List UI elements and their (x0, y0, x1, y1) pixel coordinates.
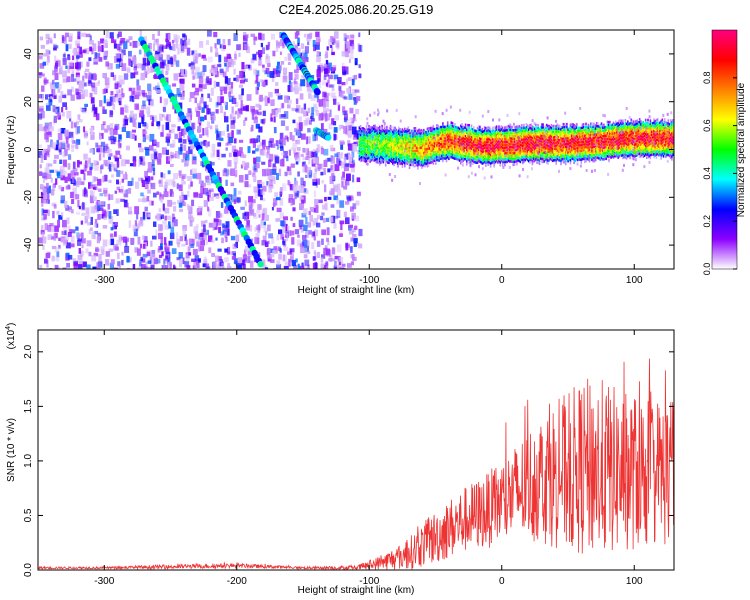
spectrogram-ytick-label: -40 (23, 237, 34, 252)
spectrogram-noise (38, 30, 363, 269)
colorbar-gradient (711, 29, 738, 270)
spectrogram-trace-1 (138, 36, 264, 268)
spectrogram-ytick-label: 40 (23, 48, 34, 60)
colorbar-tick-label: 0.8 (702, 72, 712, 85)
spectrogram-trace-2 (279, 31, 321, 96)
spectrogram-ytick-label: 20 (23, 96, 34, 108)
snr-xtick-label: -200 (227, 576, 247, 587)
spectrogram-ytick-label: -20 (23, 190, 34, 205)
spectrogram-xtick-label: 100 (626, 275, 643, 286)
snr-ytick-label: 0.0 (23, 563, 34, 577)
spectrogram-xtick-label: -100 (359, 275, 379, 286)
colorbar: 0.0 0.2 0.4 0.6 0.8 Normalized spectral ampl… (702, 29, 747, 276)
colorbar-tick-label: 0.4 (702, 167, 712, 180)
colorbar-tick-label: 0.0 (702, 263, 712, 276)
colorbar-tick-label: 0.6 (702, 119, 712, 132)
spectrogram-ylabel: Frequency (Hz) (6, 116, 17, 185)
colorbar-ticks: 0.0 0.2 0.4 0.6 0.8 (702, 72, 737, 276)
colorbar-tick-label: 0.2 (702, 215, 712, 228)
snr-panel: -300 -200 -100 0 100 0.0 0.5 1.0 1.5 2.0 Height o… (5, 323, 675, 596)
snr-xtick-label: 0 (499, 576, 505, 587)
spectrogram-trace-3 (313, 127, 332, 141)
snr-scale-label: (x104) (5, 323, 17, 350)
snr-xlabel: Height of straight line (km) (298, 585, 415, 596)
snr-ytick-label: 0.5 (23, 508, 34, 522)
colorbar-label: Normalized spectral amplitude (736, 82, 747, 217)
spectrogram-xtick-label: -200 (227, 275, 247, 286)
spectrogram-xtick-label: 0 (499, 275, 505, 286)
snr-xtick-label: -100 (359, 576, 379, 587)
snr-ytick-label: 2.0 (23, 344, 34, 358)
snr-ticks: -300 -200 -100 0 100 0.0 0.5 1.0 1.5 2.0 (23, 330, 674, 587)
spectrogram-main-trace (358, 105, 674, 185)
spectrogram-field (38, 30, 674, 269)
chart-title: C2E4.2025.086.20.25.G19 (279, 2, 434, 17)
spectrogram-xtick-label: -300 (94, 275, 114, 286)
snr-series-line (38, 358, 674, 570)
spectrogram-ytick-label: 0 (23, 146, 34, 152)
snr-ylabel: SNR (10 * v/v) (6, 418, 17, 482)
spectrogram-xlabel: Height of straight line (km) (298, 285, 415, 296)
snr-ytick-label: 1.0 (23, 454, 34, 468)
snr-xtick-label: 100 (626, 576, 643, 587)
snr-xtick-label: -300 (94, 576, 114, 587)
snr-frame (37, 329, 675, 571)
snr-ytick-label: 1.5 (23, 399, 34, 413)
